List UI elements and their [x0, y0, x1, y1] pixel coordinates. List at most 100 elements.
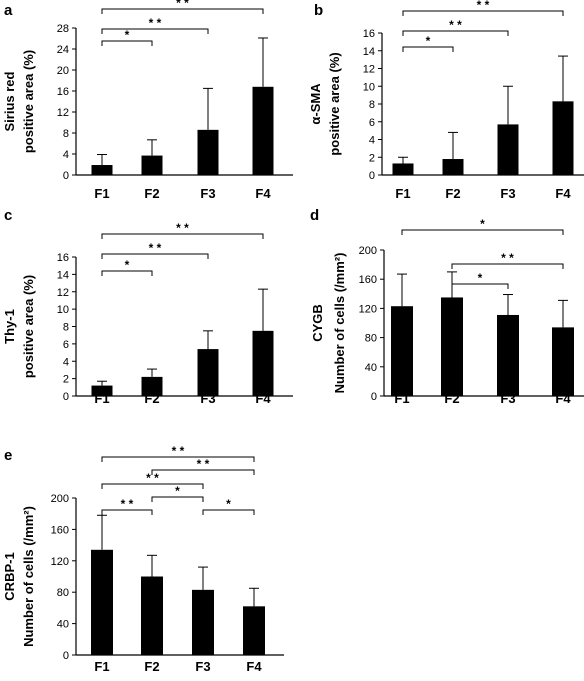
y-tick-label: 160 [359, 274, 377, 286]
significance-bracket [402, 46, 454, 52]
bar-f4 [252, 86, 274, 175]
significance-bracket [101, 456, 255, 462]
y-tick-label: 16 [57, 252, 69, 264]
y-tick-label: 8 [63, 128, 69, 140]
bar-f3 [192, 589, 214, 655]
category-label: F3 [200, 186, 215, 201]
bar-f3 [497, 314, 519, 396]
category-label: F4 [555, 186, 571, 201]
significance-bracket [202, 509, 255, 515]
category-label: F3 [500, 391, 515, 406]
significance-label: * [125, 258, 130, 272]
bar-f3 [497, 124, 519, 175]
significance-label: * * [146, 471, 159, 485]
y-tick-label: 2 [369, 152, 375, 164]
y-axis-label: positive area (%) [21, 275, 36, 378]
y-tick-label: 120 [51, 556, 69, 568]
bar-f4 [252, 330, 274, 396]
y-axis-label: positive area (%) [21, 50, 36, 153]
significance-bracket [101, 509, 153, 515]
significance-bracket [101, 8, 264, 14]
y-axis-label: Thy-1 [2, 309, 17, 344]
significance-bracket [101, 253, 209, 259]
y-tick-label: 24 [57, 44, 69, 56]
significance-label: * * [197, 457, 210, 471]
category-label: F1 [395, 186, 410, 201]
y-tick-label: 8 [63, 322, 69, 334]
y-tick-label: 6 [63, 339, 69, 351]
significance-bracket [101, 270, 153, 276]
y-tick-label: 0 [63, 391, 69, 403]
bar-f1 [91, 165, 113, 175]
bar-f2 [141, 155, 163, 175]
chart-panel-a: a Sirius red positive area (%) 0 4 8 12 16 20 24 2… [2, 0, 293, 201]
y-tick-label: 12 [57, 107, 69, 119]
y-tick-label: 10 [363, 81, 375, 93]
y-tick-label: 4 [369, 135, 375, 147]
y-tick-label: 80 [57, 587, 69, 599]
y-tick-label: 12 [57, 287, 69, 299]
bar-f1 [91, 549, 113, 655]
y-tick-label: 6 [369, 117, 375, 129]
significance-label: * [480, 217, 485, 231]
significance-label: * * [449, 18, 462, 32]
significance-bracket [401, 229, 564, 235]
significance-label: * * [121, 497, 134, 511]
bar-f3 [197, 349, 219, 396]
y-tick-label: 200 [51, 493, 69, 505]
significance-label: * * [176, 221, 189, 235]
y-tick-label: 14 [363, 46, 375, 58]
y-tick-label: 0 [369, 170, 375, 182]
y-tick-label: 20 [57, 65, 69, 77]
y-tick-label: 4 [63, 149, 69, 161]
bar-f2 [141, 376, 163, 396]
bar-f2 [441, 297, 463, 396]
significance-label: * * [172, 444, 185, 458]
category-label: F4 [555, 391, 571, 406]
y-axis-label: CRBP-1 [2, 552, 17, 600]
category-label: F1 [94, 391, 109, 406]
significance-bracket [451, 263, 564, 269]
category-label: F4 [255, 391, 271, 406]
significance-bracket [101, 483, 204, 489]
significance-label: * * [149, 241, 162, 255]
y-tick-label: 0 [63, 170, 69, 182]
y-tick-label: 4 [63, 356, 69, 368]
category-label: F4 [246, 659, 262, 674]
category-label: F1 [94, 659, 109, 674]
chart-panel-d: d CYGB Number of cells (/mm²) 0 40 80 120 160 20… [310, 207, 584, 406]
y-tick-label: 0 [63, 650, 69, 662]
bar-f2 [141, 576, 163, 655]
y-tick-label: 160 [51, 524, 69, 536]
significance-label: * [125, 28, 130, 42]
chart-panel-e: e CRBP-1 Number of cells (/mm²) 0 40 80 120 160… [2, 444, 284, 674]
y-tick-label: 40 [365, 362, 377, 374]
significance-bracket [101, 40, 153, 46]
y-tick-label: 40 [57, 619, 69, 631]
bar-f4 [552, 101, 574, 175]
significance-label: * * [149, 16, 162, 30]
bar-f3 [197, 129, 219, 175]
significance-bracket [151, 469, 255, 475]
category-label: F3 [200, 391, 215, 406]
bar-f4 [243, 606, 265, 655]
y-tick-label: 12 [363, 64, 375, 76]
category-label: F3 [500, 186, 515, 201]
category-label: F2 [144, 186, 159, 201]
y-tick-label: 16 [363, 28, 375, 40]
category-label: F2 [444, 391, 459, 406]
panel-letter: d [310, 207, 319, 224]
category-label: F4 [255, 186, 271, 201]
bar-f1 [91, 385, 113, 396]
y-tick-label: 8 [369, 99, 375, 111]
category-label: F2 [144, 391, 159, 406]
y-tick-label: 2 [63, 374, 69, 386]
y-axis-label: Number of cells (/mm²) [21, 506, 36, 647]
significance-label: * [226, 497, 231, 511]
y-tick-label: 16 [57, 86, 69, 98]
panel-letter: c [4, 207, 12, 224]
category-label: F3 [195, 659, 210, 674]
y-tick-label: 200 [359, 245, 377, 257]
y-tick-label: 28 [57, 23, 69, 35]
y-axis-label: α-SMA [308, 83, 323, 125]
